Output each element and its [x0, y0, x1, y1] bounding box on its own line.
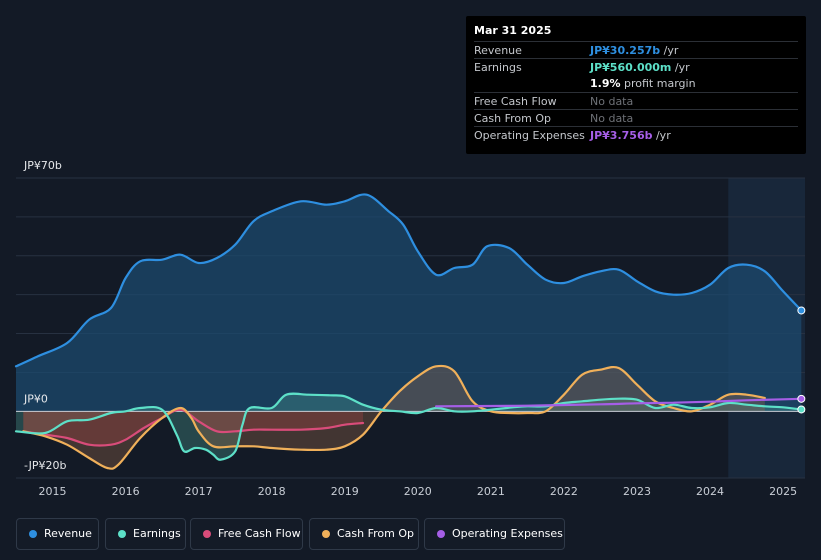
legend-item-earnings[interactable]: Earnings: [105, 518, 186, 550]
tooltip-row-cash-from-op: Cash From Op No data: [474, 109, 798, 127]
tooltip-value-cash-from-op: No data: [590, 112, 634, 125]
x-tick-label: 2024: [696, 485, 724, 498]
cash-from-op-line: [22, 364, 766, 470]
tooltip-unit: profit margin: [620, 77, 696, 90]
operating-expenses-end-marker: [797, 394, 806, 403]
tooltip-value-earnings: JP¥560.000m: [590, 61, 672, 74]
earnings-area: [16, 393, 802, 460]
tooltip-value-revenue: JP¥30.257b: [590, 44, 661, 57]
revenue-line: [14, 193, 803, 368]
legend-dot-icon: [29, 530, 37, 538]
tooltip-row-earnings: Earnings JP¥560.000m /yr: [474, 58, 798, 76]
earnings-line: [14, 392, 803, 461]
x-tick-label: 2020: [404, 485, 432, 498]
tooltip-label: Cash From Op: [474, 112, 552, 125]
legend-label: Revenue: [44, 527, 92, 540]
legend-label: Operating Expenses: [452, 527, 563, 540]
y-axis-label: JP¥70b: [23, 159, 62, 172]
legend-item-operating-expenses[interactable]: Operating Expenses: [424, 518, 565, 550]
tooltip-unit: /yr: [671, 61, 690, 74]
tooltip-unit: /yr: [660, 44, 679, 57]
x-tick-label: 2017: [185, 485, 213, 498]
x-tick-label: 2016: [112, 485, 140, 498]
tooltip-unit: /yr: [652, 129, 671, 142]
x-tick-label: 2025: [769, 485, 797, 498]
y-axis-label: -JP¥20b: [24, 459, 66, 472]
legend-label: Free Cash Flow: [218, 527, 301, 540]
x-tick-label: 2023: [623, 485, 651, 498]
revenue-area: [16, 194, 802, 412]
tooltip-row-profit-margin: 1.9% profit margin: [474, 75, 798, 92]
legend-dot-icon: [118, 530, 126, 538]
tooltip-value-free-cash-flow: No data: [590, 95, 634, 108]
legend-item-revenue[interactable]: Revenue: [16, 518, 99, 550]
x-tick-label: 2021: [477, 485, 505, 498]
data-tooltip: Mar 31 2025 Revenue JP¥30.257b /yr Earni…: [466, 16, 806, 154]
financial-chart: JP¥70b JP¥0 -JP¥20b 2015 2016 2017 2018 2019 202…: [14, 159, 806, 498]
legend-label: Earnings: [133, 527, 181, 540]
earnings-end-marker: [797, 405, 806, 414]
tooltip-row-free-cash-flow: Free Cash Flow No data: [474, 92, 798, 110]
revenue-end-marker: [797, 306, 806, 315]
y-axis-label: JP¥0: [23, 392, 48, 405]
x-tick-label: 2015: [39, 485, 67, 498]
x-tick-label: 2022: [550, 485, 578, 498]
x-tick-label: 2019: [331, 485, 359, 498]
tooltip-value-operating-expenses: JP¥3.756b: [590, 129, 653, 142]
legend-dot-icon: [203, 530, 211, 538]
legend-dot-icon: [322, 530, 330, 538]
tooltip-row-revenue: Revenue JP¥30.257b /yr: [474, 41, 798, 59]
tooltip-label: Revenue: [474, 44, 522, 57]
legend-item-free-cash-flow[interactable]: Free Cash Flow: [190, 518, 303, 550]
operating-expenses-line: [435, 397, 803, 408]
tooltip-label: Free Cash Flow: [474, 95, 557, 108]
tooltip-label: Operating Expenses: [474, 129, 585, 142]
legend-label: Cash From Op: [337, 527, 415, 540]
legend-item-cash-from-op[interactable]: Cash From Op: [309, 518, 419, 550]
free-cash-flow-area: [23, 409, 364, 446]
legend-dot-icon: [437, 530, 445, 538]
tooltip-row-operating-expenses: Operating Expenses JP¥3.756b /yr: [474, 126, 798, 144]
tooltip-label: Earnings: [474, 61, 522, 74]
x-tick-label: 2018: [258, 485, 286, 498]
tooltip-date: Mar 31 2025: [474, 24, 552, 37]
tooltip-value-profit-margin: 1.9%: [590, 77, 621, 90]
